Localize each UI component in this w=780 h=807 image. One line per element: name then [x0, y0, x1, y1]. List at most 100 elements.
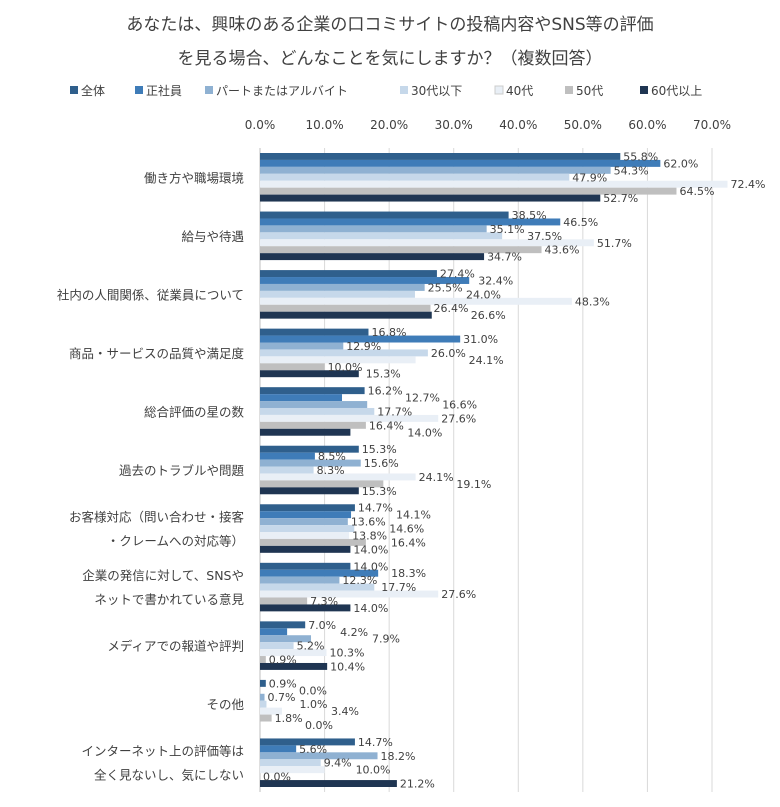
- data-label: 10.0%: [356, 764, 391, 777]
- bar: [260, 232, 503, 240]
- category-label: インターネット上の評価等は: [81, 744, 244, 759]
- bar: [260, 414, 439, 422]
- bar: [260, 752, 378, 760]
- bar: [260, 335, 461, 343]
- legend-label: パートまたはアルバイト: [216, 84, 348, 98]
- bar: [260, 166, 611, 174]
- legend-swatch: [70, 86, 78, 94]
- data-label: 7.0%: [308, 619, 336, 632]
- bar: [260, 635, 312, 643]
- data-label: 24.1%: [469, 354, 504, 367]
- bar: [260, 211, 509, 219]
- data-label: 24.1%: [419, 471, 454, 484]
- bar: [260, 428, 351, 436]
- data-label: 16.2%: [368, 385, 403, 398]
- bar: [260, 270, 437, 278]
- data-label: 9.4%: [324, 757, 352, 770]
- bar: [260, 759, 321, 767]
- data-label: 14.0%: [353, 602, 388, 615]
- data-label: 16.6%: [442, 399, 477, 412]
- bar: [260, 356, 416, 364]
- category-label: 全く見ないし、気にしない: [94, 768, 244, 783]
- data-label: 1.8%: [275, 712, 303, 725]
- chart-title-line: あなたは、興味のある企業の口コミサイトの投稿内容やSNS等の評価: [126, 15, 653, 35]
- data-label: 26.4%: [433, 302, 468, 315]
- data-label: 5.2%: [297, 640, 325, 653]
- data-label: 27.6%: [441, 412, 476, 425]
- legend-swatch: [135, 86, 143, 94]
- bar: [260, 452, 315, 460]
- bar: [260, 780, 397, 787]
- data-label: 14.0%: [353, 543, 388, 556]
- bar: [260, 328, 369, 336]
- bar: [260, 569, 379, 577]
- bar: [260, 714, 272, 722]
- data-label: 14.6%: [389, 523, 424, 536]
- data-label: 1.0%: [299, 698, 327, 711]
- bar: [260, 604, 351, 612]
- data-label: 12.3%: [342, 574, 377, 587]
- bar: [260, 473, 416, 481]
- bar: [260, 459, 361, 467]
- legend-label: 正社員: [146, 83, 182, 98]
- data-label: 26.6%: [471, 309, 506, 322]
- data-label: 0.9%: [269, 677, 297, 690]
- bar: [260, 766, 325, 774]
- bar: [260, 538, 366, 546]
- data-label: 18.3%: [391, 567, 426, 580]
- data-label: 31.0%: [463, 333, 498, 346]
- bar: [260, 445, 359, 453]
- data-label: 16.4%: [369, 419, 404, 432]
- bar: [260, 159, 661, 167]
- category-label: その他: [206, 697, 244, 712]
- data-label: 5.6%: [299, 743, 327, 756]
- bar: [260, 394, 343, 402]
- bar: [260, 173, 570, 181]
- bar: [260, 745, 297, 753]
- bar: [260, 628, 288, 636]
- category-label: 過去のトラブルや問題: [119, 463, 245, 478]
- data-label: 3.4%: [331, 705, 359, 718]
- bar: [260, 283, 425, 291]
- data-label: 27.4%: [440, 268, 475, 281]
- data-label: 0.0%: [263, 771, 291, 784]
- data-label: 15.3%: [366, 368, 401, 381]
- data-label: 13.6%: [351, 516, 386, 529]
- data-label: 15.3%: [362, 485, 397, 498]
- bar: [260, 342, 344, 350]
- bar: [260, 277, 470, 284]
- bar: [260, 290, 415, 298]
- legend-label: 60代以上: [651, 84, 702, 98]
- data-label: 12.9%: [346, 340, 381, 353]
- data-label: 27.6%: [441, 588, 476, 601]
- bar: [260, 218, 561, 226]
- bar: [260, 504, 355, 512]
- bar: [260, 656, 266, 663]
- bar: [260, 153, 621, 160]
- data-label: 51.7%: [597, 237, 632, 250]
- data-label: 14.7%: [358, 502, 393, 515]
- bar: [260, 363, 325, 371]
- x-tick-label: 50.0%: [564, 118, 602, 132]
- data-label: 14.7%: [358, 736, 393, 749]
- data-label: 72.4%: [730, 178, 765, 191]
- legend-swatch: [494, 85, 504, 95]
- legend-swatch: [400, 86, 408, 94]
- category-label: お客様対応（問い合わせ・接客: [69, 510, 245, 525]
- bar: [260, 480, 384, 488]
- x-tick-label: 30.0%: [435, 118, 473, 132]
- chart-title-line: を見る場合、どんなことを気にしますか？（複数回答）: [178, 49, 603, 69]
- data-label: 54.3%: [614, 164, 649, 177]
- data-label: 16.4%: [391, 536, 426, 549]
- bar: [260, 679, 266, 687]
- data-label: 24.0%: [466, 288, 501, 301]
- data-label: 12.7%: [405, 392, 440, 405]
- category-label: 働き方や職場環境: [144, 170, 244, 185]
- category-label: 商品・サービスの品質や満足度: [69, 346, 245, 361]
- bar: [260, 511, 352, 519]
- data-label: 35.1%: [490, 223, 525, 236]
- bar: [260, 304, 431, 312]
- data-label: 19.1%: [456, 478, 491, 491]
- legend-label: 50代: [576, 84, 603, 98]
